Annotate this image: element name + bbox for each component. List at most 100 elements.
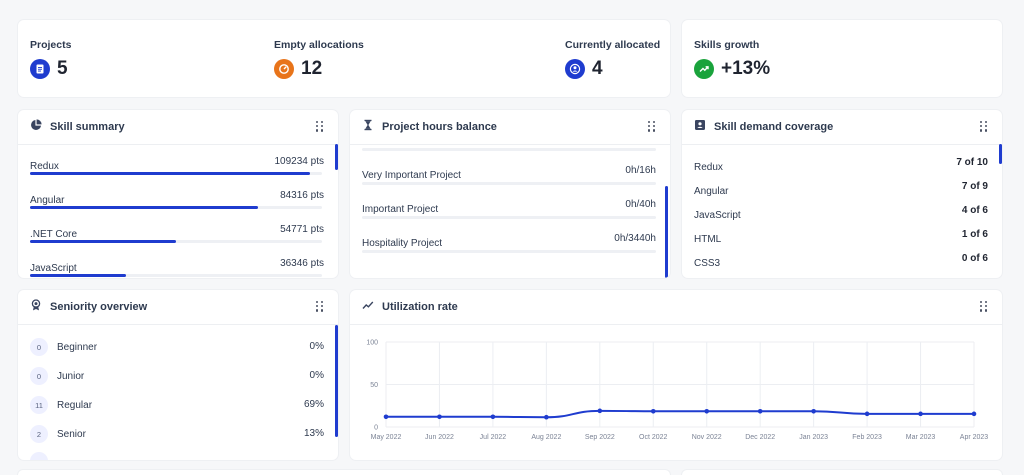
scrollbar[interactable] [665,186,668,278]
skill-points: 84316 pts [280,190,324,201]
skill-progress-bar [30,274,322,277]
seniority-row[interactable]: 0 Junior 0% [30,367,338,385]
project-hours-card: Project hours balance Very Important Pro… [350,110,670,278]
drag-handle-icon[interactable] [316,121,324,132]
gauge-icon [274,59,294,79]
stat-currently-allocated[interactable]: Currently allocated 4 [565,39,660,80]
skill-summary-row[interactable]: Redux 109234 pts [30,156,338,176]
x-tick-label: Sep 2022 [585,434,615,441]
project-hours-value: 0h/40h [625,199,656,210]
skill-points: 109234 pts [274,156,325,167]
project-hours-value: 0h/16h [625,165,656,176]
drag-handle-icon[interactable] [980,121,988,132]
skill-summary-card: Skill summary Redux 109234 pts Angular 8… [18,110,338,278]
data-point [544,414,549,420]
skill-label: .NET Core [30,229,78,240]
hours-progress-bar [362,216,656,219]
utilization-line-chart: 0 50 100 May 2022 Jun 2022 Jul 2022 Aug 2022 Se… [366,340,989,442]
project-hours-row[interactable]: Hospitality Project 0h/3440h [362,233,670,253]
skill-summary-row[interactable]: .NET Core 54771 pts [30,224,338,244]
skill-points: 36346 pts [280,258,324,269]
skill-demand-row[interactable]: JavaScript 4 of 6 [694,205,1002,221]
skill-demand-title: Skill demand coverage [714,121,834,133]
skill-demand-card: Skill demand coverage Redux 7 of 10 Angu… [682,110,1002,278]
skill-label: JavaScript [694,210,741,221]
hours-progress-bar [362,148,656,151]
seniority-row[interactable]: 0 Beginner 0% [30,338,338,356]
data-point [971,411,977,417]
scrollbar[interactable] [999,144,1002,164]
seniority-label: Regular [57,399,93,411]
seniority-row[interactable]: 11 Regular 69% [30,396,338,414]
coverage-value: 7 of 10 [956,157,988,168]
skill-demand-row[interactable]: CSS3 0 of 6 [694,253,1002,269]
user-icon [565,59,585,79]
project-hours-row[interactable]: Important Project 0h/40h [362,199,670,219]
seniority-title: Seniority overview [50,301,148,313]
x-tick-label: Apr 2023 [960,434,989,441]
project-label: Hospitality Project [362,238,443,249]
scrollbar[interactable] [335,325,338,437]
seniority-label: Senior [57,428,86,440]
drag-handle-icon[interactable] [648,121,656,132]
next-card-right [682,470,1002,475]
x-tick-label: Dec 2022 [745,434,775,441]
stat-growth-value: +13% [721,58,771,79]
x-tick-label: Oct 2022 [639,434,668,441]
skill-label: Redux [30,161,59,172]
seniority-label: Junior [57,370,85,382]
skill-label: Redux [694,162,723,173]
stat-skills-growth[interactable]: Skills growth +13% [694,39,770,80]
seniority-percent: 0% [309,341,324,352]
skill-progress-bar [30,172,322,175]
trend-up-icon [694,59,714,79]
hours-progress-bar [362,250,656,253]
trend-line-icon [362,298,374,316]
award-ribbon-icon [30,298,42,316]
stat-projects[interactable]: Projects 5 [30,39,71,80]
clipboard-icon [30,59,50,79]
skill-demand-row[interactable]: Redux 7 of 10 [694,157,1002,173]
seniority-percent: 13% [303,428,324,439]
next-card-left [18,470,670,475]
skill-progress-bar [30,206,322,209]
stat-empty-allocations[interactable]: Empty allocations 12 [274,39,364,80]
scrollbar[interactable] [335,144,338,170]
contact-card-icon [694,118,706,136]
drag-handle-icon[interactable] [980,301,988,312]
data-point [704,408,710,414]
seniority-count-badge-partial [30,452,48,460]
project-hours-title: Project hours balance [382,121,497,133]
divider [682,144,1002,145]
divider [350,324,1002,325]
skill-progress-bar [30,240,322,243]
seniority-percent: 0% [309,370,324,381]
y-tick-label: 100 [366,340,378,347]
project-label: Important Project [362,204,439,215]
project-hours-row[interactable]: Very Important Project 0h/16h [362,165,670,185]
drag-handle-icon[interactable] [316,301,324,312]
skill-summary-row[interactable]: JavaScript 36346 pts [30,258,338,278]
stat-allocated-value: 4 [592,58,603,79]
skill-summary-row[interactable]: Angular 84316 pts [30,190,338,210]
skill-demand-row[interactable]: Angular 7 of 9 [694,181,1002,197]
skill-label: JavaScript [30,263,77,274]
skill-demand-row[interactable]: HTML 1 of 6 [694,229,1002,245]
divider [18,144,338,145]
skill-summary-title: Skill summary [50,121,125,133]
x-tick-label: Aug 2022 [531,434,561,441]
coverage-value: 0 of 6 [961,253,988,264]
data-point [490,414,496,420]
seniority-count-badge: 2 [30,425,48,443]
seniority-percent: 69% [303,399,324,410]
seniority-row[interactable]: 2 Senior 13% [30,425,338,443]
seniority-card: Seniority overview 0 Beginner 0% 0 Junio… [18,290,338,460]
x-tick-label: Feb 2023 [852,434,882,441]
series-line [386,409,974,419]
coverage-value: 4 of 6 [961,205,988,216]
skill-label: CSS3 [694,258,721,269]
data-point [864,411,870,417]
utilization-title: Utilization rate [382,301,458,313]
x-tick-label: May 2022 [371,434,402,441]
coverage-value: 1 of 6 [961,229,988,240]
